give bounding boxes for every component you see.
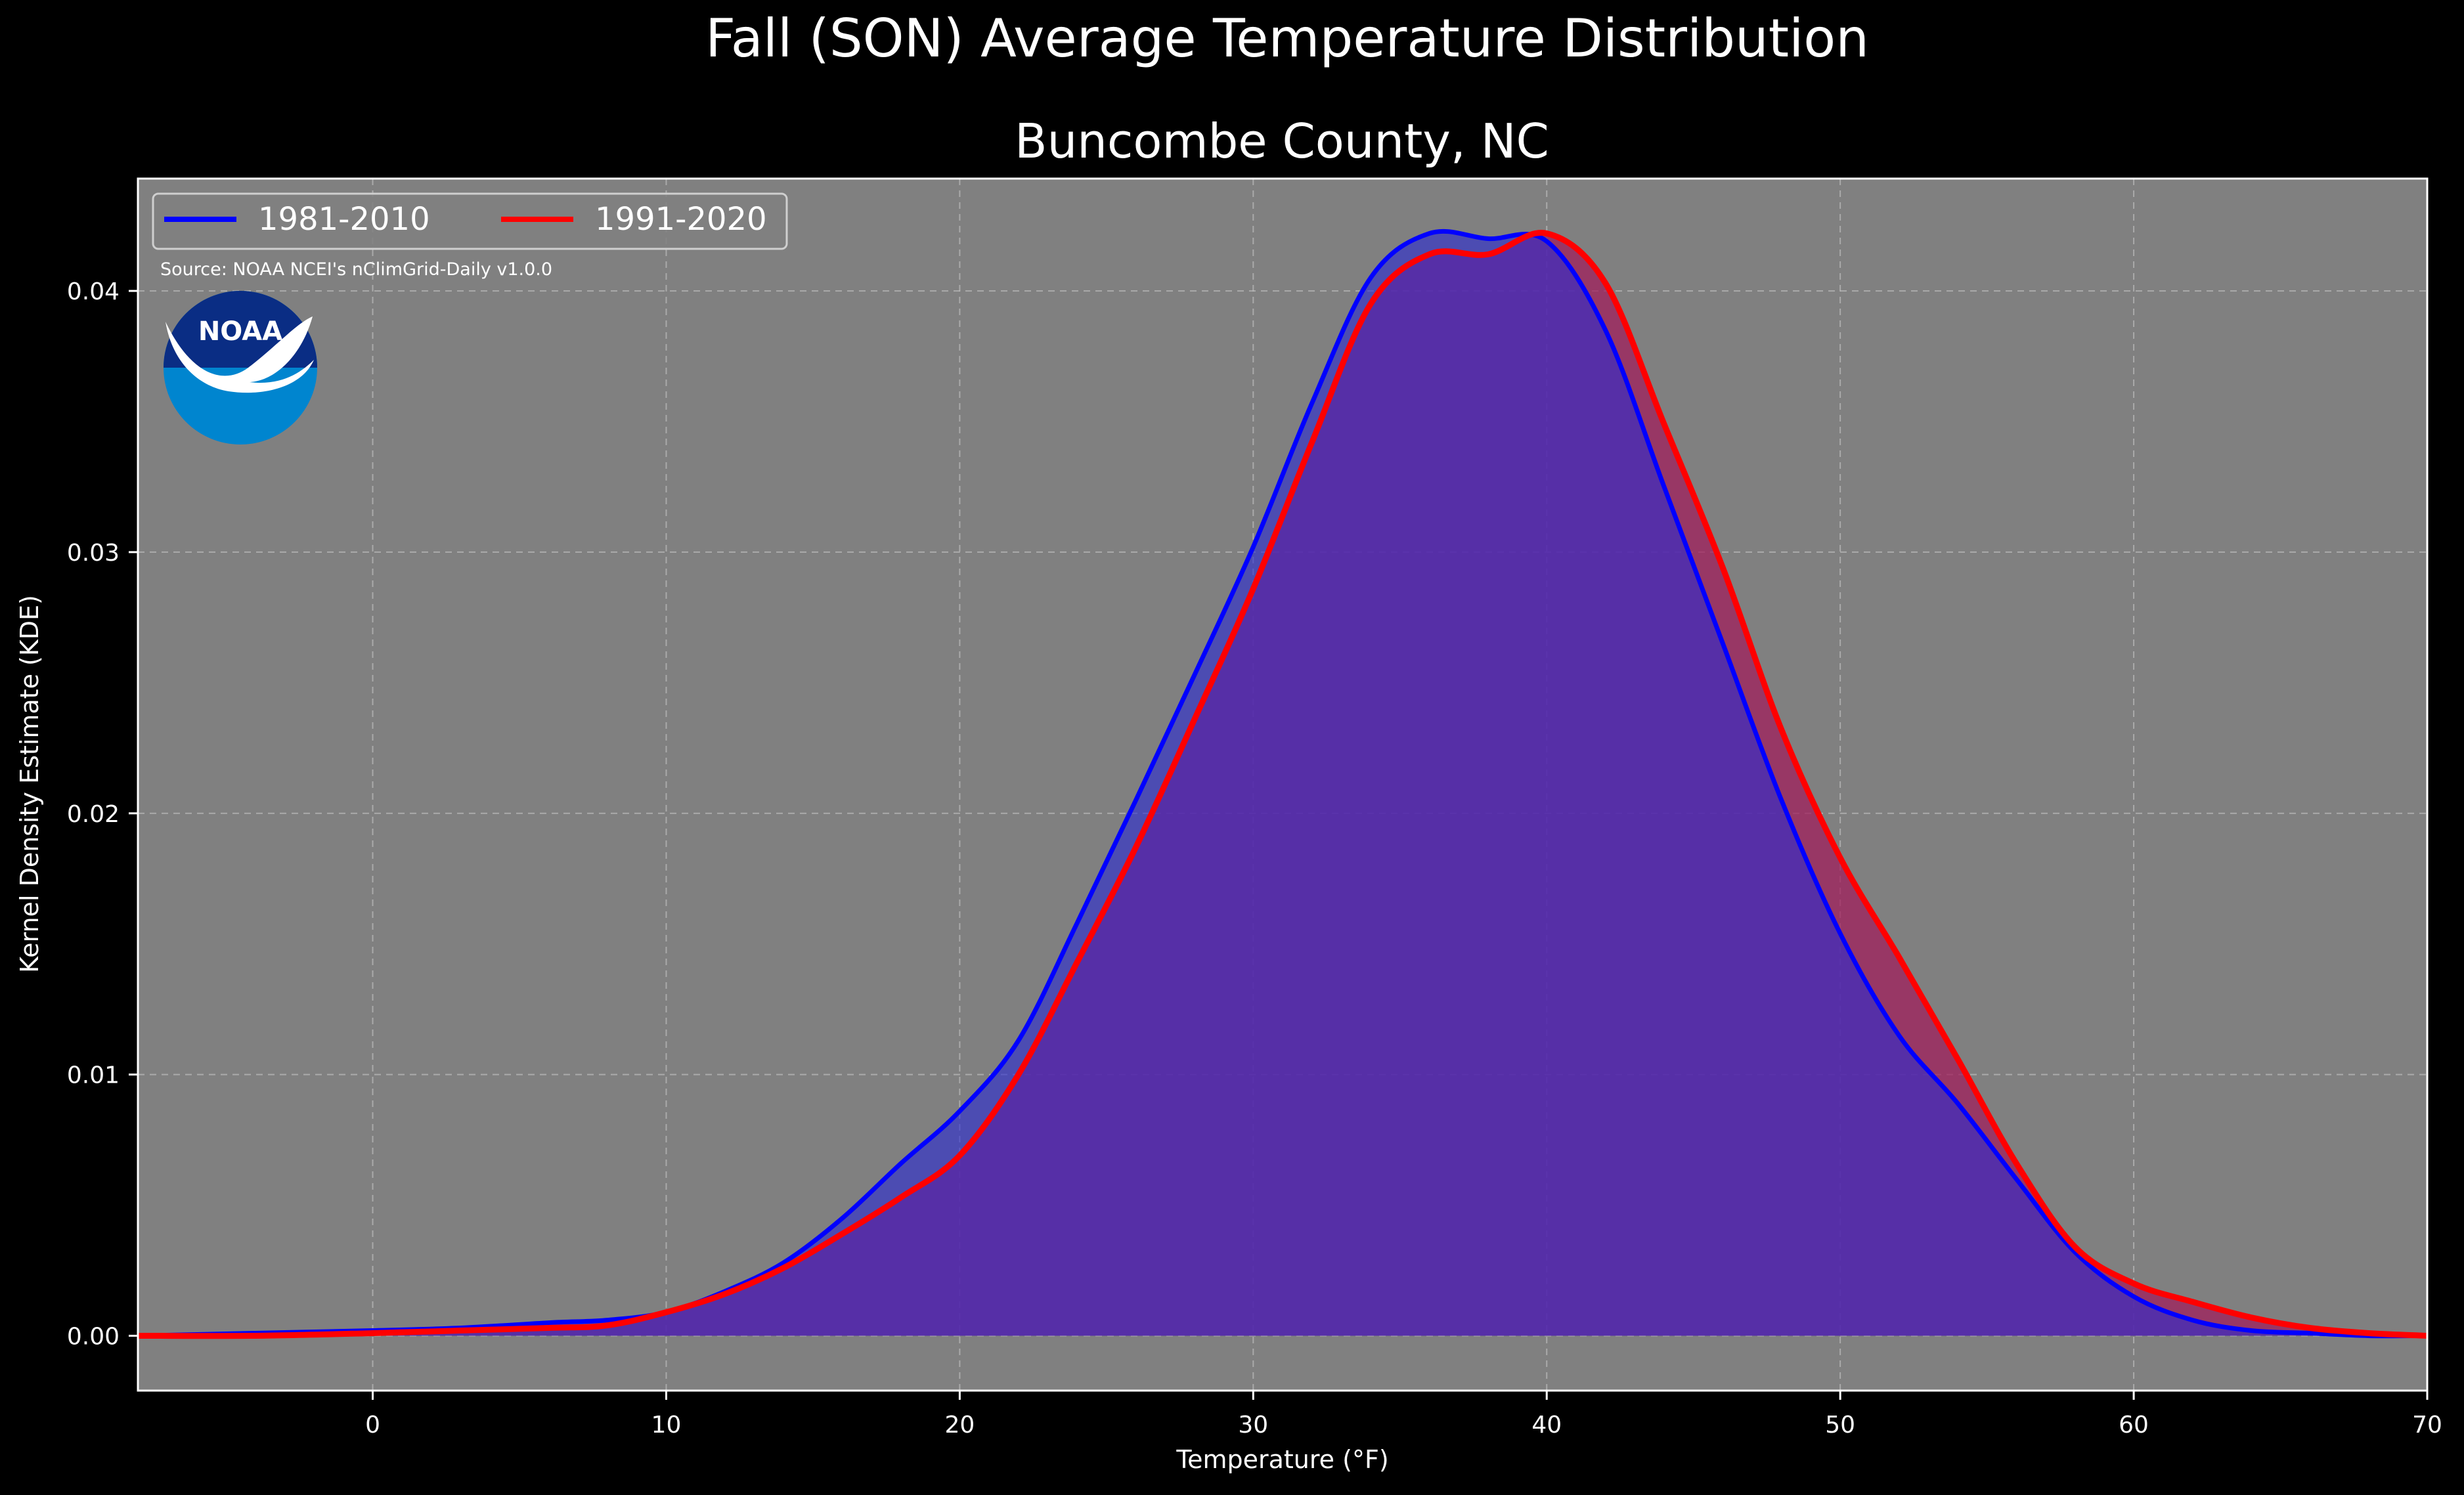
x-axis-label: Temperature (°F) bbox=[1176, 1445, 1388, 1474]
x-tick-label: 0 bbox=[365, 1412, 380, 1439]
y-axis-ticks: 0.00 0.01 0.02 0.03 0.04 bbox=[67, 278, 138, 1350]
area-1981-2010 bbox=[138, 231, 2427, 1336]
x-tick-label: 20 bbox=[944, 1412, 975, 1439]
plot-frame bbox=[137, 177, 2429, 1392]
x-tick-label: 50 bbox=[1825, 1412, 1855, 1439]
y-tick-label: 0.02 bbox=[67, 801, 120, 828]
chart-title: Fall (SON) Average Temperature Distribut… bbox=[705, 8, 1869, 69]
y-tick-label: 0.00 bbox=[67, 1323, 120, 1350]
noaa-logo: NOAA bbox=[164, 291, 317, 444]
x-tick-label: 60 bbox=[2119, 1412, 2149, 1439]
x-tick-label: 40 bbox=[1531, 1412, 1562, 1439]
noaa-logo-bird bbox=[165, 316, 314, 393]
noaa-logo-text: NOAA bbox=[198, 316, 282, 347]
legend: 1981-2010 1991-2020 bbox=[152, 192, 788, 250]
legend-label-1981-2010: 1981-2010 bbox=[258, 201, 430, 238]
x-tick-label: 30 bbox=[1238, 1412, 1268, 1439]
source-annotation: Source: NOAA NCEI's nClimGrid-Daily v1.0… bbox=[160, 259, 552, 280]
legend-box bbox=[152, 192, 788, 250]
x-axis-ticks: 0 10 20 30 40 50 60 70 bbox=[365, 1391, 2442, 1439]
x-tick-label: 10 bbox=[651, 1412, 682, 1439]
line-1991-2020 bbox=[137, 230, 2428, 1339]
legend-label-1991-2020: 1991-2020 bbox=[595, 201, 767, 238]
x-tick-label: 70 bbox=[2412, 1412, 2442, 1439]
chart-subtitle: Buncombe County, NC bbox=[1015, 114, 1549, 169]
y-tick-label: 0.04 bbox=[67, 278, 120, 305]
y-tick-label: 0.03 bbox=[67, 540, 120, 567]
y-axis-label: Kernel Density Estimate (KDE) bbox=[15, 595, 44, 973]
y-tick-label: 0.01 bbox=[67, 1062, 120, 1089]
